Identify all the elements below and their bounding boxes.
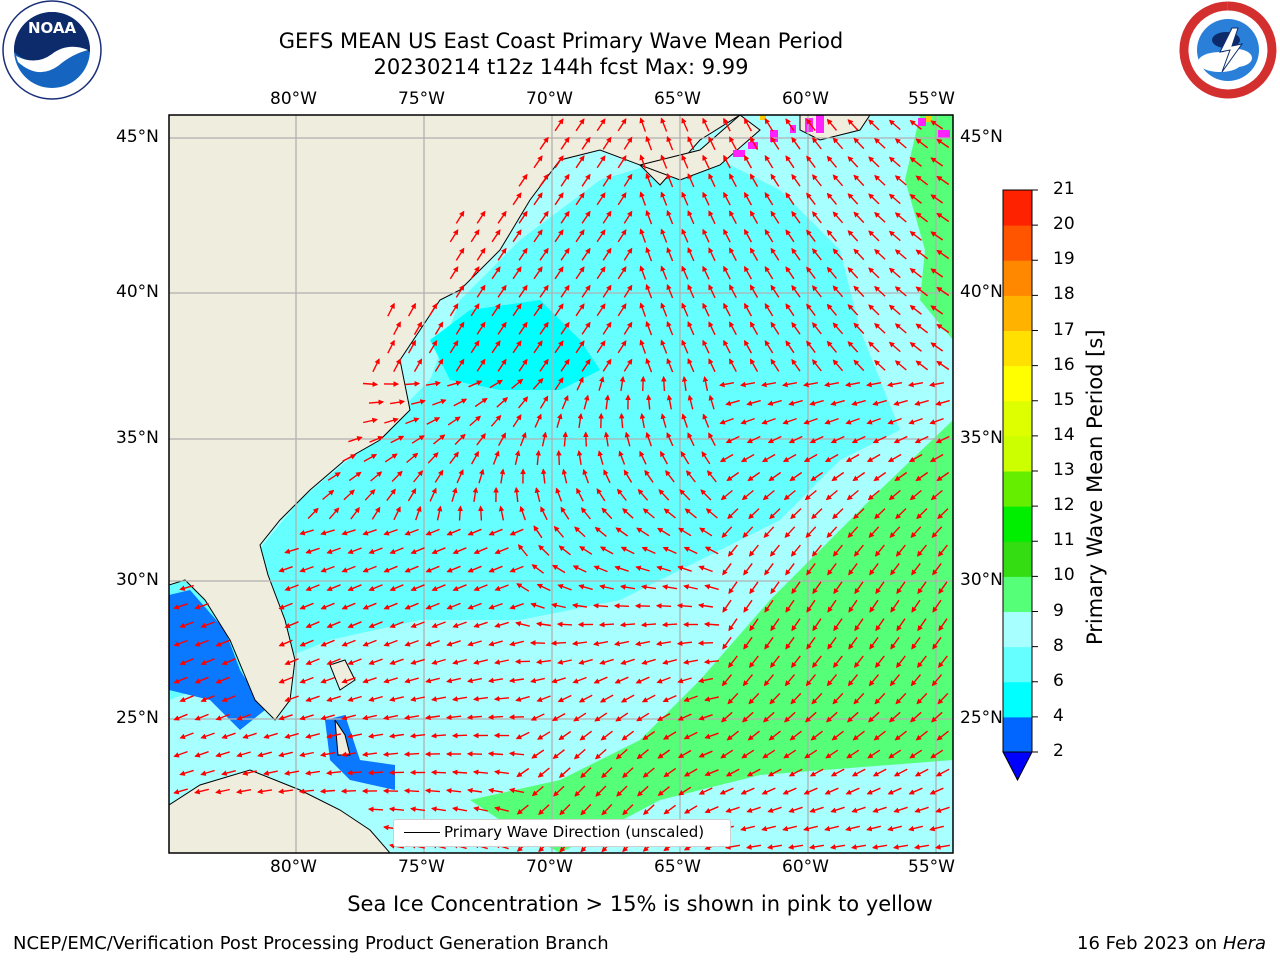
lat-tick-right: 45°N bbox=[960, 127, 1003, 147]
legend-line-swatch bbox=[404, 832, 440, 833]
wave-arrow bbox=[552, 643, 566, 644]
colorbar-tick-label: 12 bbox=[1053, 495, 1075, 515]
wave-arrow bbox=[460, 507, 461, 521]
lat-tick-left: 30°N bbox=[116, 570, 159, 590]
colorbar-segment bbox=[1003, 295, 1032, 331]
colorbar-tick-label: 6 bbox=[1053, 671, 1064, 691]
colorbar-segment bbox=[1003, 401, 1032, 437]
wave-arrow bbox=[481, 507, 482, 521]
colorbar-extend-triangle bbox=[1003, 752, 1032, 780]
colorbar-segment bbox=[1003, 260, 1032, 296]
colorbar-segment bbox=[1003, 682, 1032, 718]
wave-arrow bbox=[405, 754, 419, 755]
colorbar-tick-label: 9 bbox=[1053, 601, 1064, 621]
colorbar-tick-label: 15 bbox=[1053, 390, 1075, 410]
wave-arrow bbox=[453, 772, 467, 773]
wave-arrow bbox=[615, 606, 629, 607]
wave-arrow bbox=[558, 624, 572, 625]
lon-tick-bottom: 70°W bbox=[526, 857, 573, 877]
colorbar-tick-label: 21 bbox=[1053, 179, 1075, 199]
wave-arrow bbox=[586, 433, 587, 447]
wave-arrow bbox=[342, 791, 356, 792]
colorbar-tick-label: 10 bbox=[1053, 565, 1075, 585]
legend-label: Primary Wave Direction (unscaled) bbox=[444, 823, 704, 841]
colorbar-tick-label: 19 bbox=[1053, 249, 1075, 269]
footer-date: 16 Feb 2023 on Hera bbox=[1077, 933, 1266, 954]
colorbar-tick-label: 16 bbox=[1053, 355, 1075, 375]
sea-ice-note: Sea Ice Concentration > 15% is shown in … bbox=[347, 892, 933, 916]
colorbar-segment bbox=[1003, 366, 1032, 402]
wave-arrow bbox=[432, 772, 446, 773]
wave-arrow bbox=[321, 791, 335, 792]
footer-date-text: 16 Feb 2023 on bbox=[1077, 933, 1217, 954]
colorbar-segment bbox=[1003, 506, 1032, 542]
colorbar-segment bbox=[1003, 331, 1032, 367]
colorbar-tick-label: 2 bbox=[1053, 741, 1064, 761]
lon-tick-top: 80°W bbox=[270, 89, 317, 109]
wave-arrow bbox=[657, 606, 671, 607]
wave-arrow bbox=[663, 624, 677, 625]
lon-tick-top: 70°W bbox=[526, 89, 573, 109]
colorbar-tick-label: 8 bbox=[1053, 636, 1064, 656]
wave-arrow bbox=[363, 384, 377, 385]
footer-host: Hera bbox=[1223, 933, 1266, 954]
colorbar-tick-label: 17 bbox=[1053, 320, 1075, 340]
colorbar-segment bbox=[1003, 190, 1032, 226]
lon-tick-top: 55°W bbox=[908, 89, 955, 109]
wave-arrow bbox=[369, 809, 383, 810]
colorbar-segment bbox=[1003, 612, 1032, 648]
lon-tick-bottom: 80°W bbox=[270, 857, 317, 877]
wave-arrow bbox=[664, 377, 665, 391]
lon-tick-top: 75°W bbox=[398, 89, 445, 109]
colorbar-segment bbox=[1003, 576, 1032, 612]
wave-arrow bbox=[489, 754, 503, 755]
colorbar-segment bbox=[1003, 436, 1032, 472]
colorbar-tick-label: 13 bbox=[1053, 460, 1075, 480]
colorbar-tick-label: 4 bbox=[1053, 706, 1064, 726]
lon-tick-top: 65°W bbox=[654, 89, 701, 109]
lat-tick-left: 25°N bbox=[116, 708, 159, 728]
colorbar bbox=[995, 180, 1055, 790]
wave-arrow bbox=[405, 791, 419, 792]
wave-arrow bbox=[453, 735, 467, 736]
colorbar-segment bbox=[1003, 647, 1032, 683]
wave-arrow bbox=[369, 772, 383, 773]
colorbar-tick-label: 11 bbox=[1053, 530, 1075, 550]
wave-arrow bbox=[405, 384, 419, 385]
map-field bbox=[169, 115, 953, 853]
wave-arrow bbox=[559, 451, 560, 465]
map-legend: Primary Wave Direction (unscaled) bbox=[393, 819, 731, 847]
lat-tick-left: 45°N bbox=[116, 127, 159, 147]
colorbar-title: Primary Wave Mean Period [s] bbox=[1083, 329, 1107, 645]
wave-arrow bbox=[643, 377, 644, 391]
lat-tick-left: 35°N bbox=[116, 428, 159, 448]
colorbar-tick-label: 20 bbox=[1053, 214, 1075, 234]
footer-org: NCEP/EMC/Verification Post Processing Pr… bbox=[13, 933, 609, 954]
lon-tick-bottom: 55°W bbox=[908, 857, 955, 877]
colorbar-tick-label: 14 bbox=[1053, 425, 1075, 445]
colorbar-segment bbox=[1003, 717, 1032, 753]
colorbar-segment bbox=[1003, 471, 1032, 507]
lon-tick-bottom: 60°W bbox=[782, 857, 829, 877]
wave-arrow bbox=[489, 717, 503, 718]
colorbar-segment bbox=[1003, 541, 1032, 577]
lon-tick-bottom: 75°W bbox=[398, 857, 445, 877]
lon-tick-top: 60°W bbox=[782, 89, 829, 109]
lon-tick-bottom: 65°W bbox=[654, 857, 701, 877]
lat-tick-left: 40°N bbox=[116, 282, 159, 302]
colorbar-tick-label: 18 bbox=[1053, 284, 1075, 304]
wave-arrow bbox=[705, 624, 719, 625]
wave-arrow bbox=[699, 643, 713, 644]
wave-arrow bbox=[600, 624, 614, 625]
colorbar-segment bbox=[1003, 225, 1032, 261]
